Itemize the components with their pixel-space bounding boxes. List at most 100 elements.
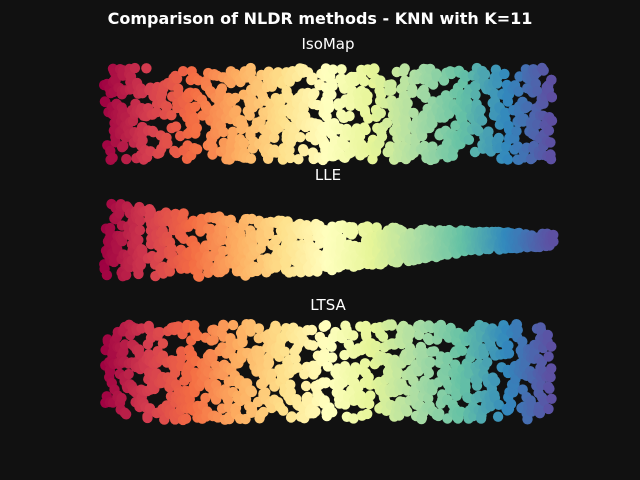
scatter-point bbox=[413, 366, 424, 377]
scatter-point bbox=[216, 83, 228, 94]
scatter-point bbox=[369, 64, 380, 75]
scatter-point bbox=[362, 408, 373, 420]
scatter-point bbox=[503, 340, 514, 351]
scatter-point bbox=[543, 351, 554, 362]
scatter-point bbox=[218, 126, 229, 138]
scatter-point bbox=[263, 357, 275, 369]
scatter-point bbox=[309, 88, 320, 99]
scatter-point bbox=[546, 341, 557, 352]
scatter-point bbox=[227, 319, 239, 331]
scatter-point bbox=[511, 126, 522, 137]
scatter-point bbox=[336, 233, 347, 245]
scatter-point bbox=[123, 368, 134, 380]
scatter-point bbox=[532, 86, 543, 97]
scatter-point bbox=[310, 406, 321, 417]
scatter-panel-lle bbox=[99, 198, 559, 282]
scatter-point bbox=[231, 105, 242, 116]
scatter-point bbox=[339, 349, 350, 361]
panel-title-lle: LLE bbox=[315, 166, 341, 184]
panel-title-ltsa: LTSA bbox=[310, 296, 346, 314]
scatter-point bbox=[155, 249, 167, 260]
scatter-point bbox=[253, 323, 265, 334]
scatter-point bbox=[263, 228, 275, 240]
scatter-point bbox=[134, 225, 146, 236]
scatter-point bbox=[161, 101, 173, 112]
scatter-point bbox=[120, 409, 132, 420]
scatter-point bbox=[129, 62, 141, 74]
scatter-point bbox=[145, 206, 156, 217]
scatter-point bbox=[285, 152, 296, 164]
scatter-point bbox=[367, 154, 378, 165]
scatter-point bbox=[245, 153, 257, 164]
scatter-point bbox=[538, 65, 549, 76]
scatter-point bbox=[164, 266, 176, 277]
scatter-point bbox=[362, 90, 373, 102]
scatter-point bbox=[320, 377, 332, 388]
scatter-point bbox=[348, 413, 359, 424]
scatter-point bbox=[375, 89, 387, 100]
scatter-point bbox=[470, 81, 482, 92]
scatter-point bbox=[135, 259, 147, 271]
scatter-point bbox=[502, 154, 514, 165]
scatter-point bbox=[545, 372, 556, 383]
scatter-point bbox=[476, 115, 488, 126]
scatter-point bbox=[284, 145, 295, 156]
scatter-point bbox=[192, 330, 203, 342]
scatter-point bbox=[469, 146, 481, 158]
scatter-point bbox=[238, 138, 250, 149]
scatter-point bbox=[306, 324, 318, 336]
scatter-point bbox=[269, 132, 280, 143]
scatter-point bbox=[307, 340, 319, 351]
scatter-point bbox=[327, 407, 338, 418]
scatter-point bbox=[408, 107, 419, 119]
scatter-point bbox=[278, 405, 289, 416]
scatter-point bbox=[545, 154, 557, 165]
scatter-point bbox=[300, 380, 312, 392]
scatter-point bbox=[290, 353, 301, 365]
scatter-point bbox=[327, 80, 338, 92]
scatter-point bbox=[499, 68, 510, 80]
scatter-point bbox=[218, 321, 230, 332]
scatter-point bbox=[424, 334, 435, 346]
scatter-point bbox=[137, 135, 148, 146]
scatter-point bbox=[512, 324, 523, 336]
scatter-point bbox=[543, 125, 555, 136]
scatter-point bbox=[293, 154, 304, 165]
scatter-point bbox=[258, 236, 270, 247]
scatter-point bbox=[258, 406, 269, 418]
scatter-point bbox=[295, 132, 306, 143]
scatter-point bbox=[402, 98, 413, 109]
scatter-point bbox=[189, 112, 200, 124]
scatter-point bbox=[546, 393, 557, 404]
figure-title: Comparison of NLDR methods - KNN with K=… bbox=[108, 9, 533, 28]
scatter-point bbox=[216, 234, 228, 246]
scatter-point bbox=[121, 153, 132, 165]
scatter-point bbox=[307, 72, 318, 83]
scatter-point bbox=[546, 91, 558, 103]
scatter-point bbox=[320, 320, 332, 331]
scatter-point bbox=[133, 268, 144, 280]
scatter-point bbox=[376, 131, 388, 142]
scatter-point bbox=[101, 269, 113, 281]
scatter-point bbox=[142, 412, 153, 424]
scatter-point bbox=[157, 338, 169, 349]
scatter-point bbox=[359, 358, 371, 369]
scatter-point bbox=[364, 398, 375, 410]
scatter-point bbox=[326, 89, 337, 101]
scatter-point bbox=[546, 363, 557, 374]
scatter-point bbox=[323, 102, 335, 114]
scatter-point bbox=[245, 326, 256, 337]
scatter-panel-ltsa bbox=[100, 319, 557, 426]
scatter-point bbox=[493, 132, 504, 144]
scatter-point bbox=[171, 73, 183, 85]
scatter-point bbox=[177, 66, 189, 77]
scatter-point bbox=[311, 365, 322, 376]
scatter-point bbox=[542, 329, 553, 341]
scatter-point bbox=[365, 390, 376, 401]
scatter-point bbox=[375, 108, 386, 119]
scatter-point bbox=[485, 401, 496, 412]
scatter-point bbox=[463, 134, 475, 145]
scatter-point bbox=[371, 341, 382, 352]
scatter-point bbox=[166, 110, 177, 121]
